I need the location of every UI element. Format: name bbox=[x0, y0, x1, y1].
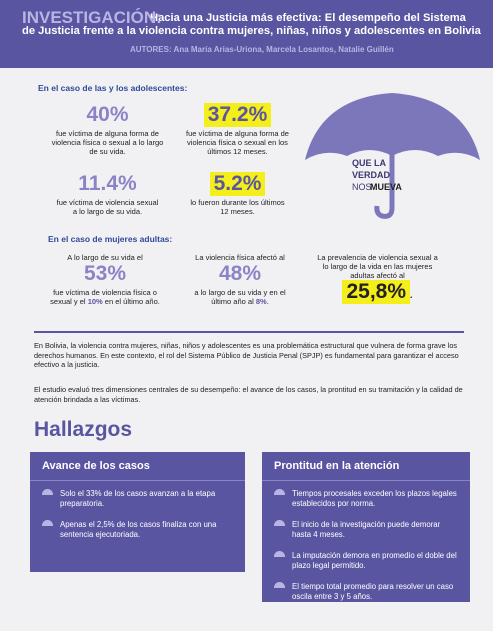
card-item: La imputación demora en promedio el dobl… bbox=[274, 551, 457, 570]
slogan: QUE LA bbox=[352, 158, 387, 168]
card-item: Solo el 33% de los casos avanzan a la et… bbox=[42, 489, 233, 508]
stat-text: La prevalencia de violencia sexual a lo … bbox=[317, 253, 438, 280]
stat-text: fue víctima de alguna forma de violencia… bbox=[51, 129, 164, 156]
stat-text: A lo largo de su vida el bbox=[67, 253, 143, 262]
card: Avance de los casos Solo el 33% de los c… bbox=[30, 452, 245, 572]
card-title: Prontitud en la atención bbox=[262, 452, 470, 481]
card-item: El inicio de la investigación puede demo… bbox=[274, 520, 458, 539]
card: Prontitud en la atención Tiempos procesa… bbox=[262, 452, 470, 602]
highlight: 10% bbox=[87, 297, 103, 306]
stat: 11.4% fue víctima de violencia sexual a l… bbox=[55, 172, 160, 216]
stat: La prevalencia de violencia sexual a lo … bbox=[315, 253, 440, 309]
stat: 37.2% fue víctima de alguna forma de viol… bbox=[180, 103, 295, 156]
authors: AUTORES: Ana María Arias-Uriona, Marcela… bbox=[130, 45, 394, 54]
section-heading: En el caso de las y los adolescentes: bbox=[38, 83, 188, 93]
title: Hacia una Justicia más efectiva: El dese… bbox=[22, 12, 481, 37]
stat-value: 25,8% bbox=[342, 280, 411, 304]
stat-text: . bbox=[410, 290, 413, 300]
card-title: Avance de los casos bbox=[30, 452, 245, 481]
slogan: MUEVA bbox=[370, 182, 402, 192]
card-item: Tiempos procesales exceden los plazos le… bbox=[274, 489, 457, 508]
stat-text: fue víctima de violencia sexual a lo lar… bbox=[56, 198, 159, 216]
header bbox=[0, 0, 493, 68]
stat-text: La violencia física afectó al bbox=[195, 253, 285, 262]
stat: La violencia física afectó al 48% a lo lar… bbox=[185, 253, 295, 306]
stat-value: 5.2% bbox=[190, 172, 285, 196]
paragraph: En Bolivia, la violencia contra mujeres,… bbox=[34, 341, 459, 369]
stat: A lo largo de su vida el 53% fue víctima d… bbox=[50, 253, 160, 306]
stat-value: 37.2% bbox=[180, 103, 295, 127]
highlight: 5.2% bbox=[209, 172, 266, 196]
divider bbox=[34, 331, 464, 333]
slogan: VERDAD bbox=[352, 170, 391, 180]
card-item: El tiempo total promedio para resolver u… bbox=[274, 582, 458, 601]
stat-text: . bbox=[266, 297, 269, 306]
stat-value: 11.4% bbox=[78, 172, 137, 195]
slogan: NOS bbox=[352, 182, 372, 192]
stat-text: a lo largo de su vida y en el último año… bbox=[194, 288, 286, 306]
section-heading: En el caso de mujeres adultas: bbox=[48, 234, 173, 244]
umbrella: QUE LA VERDAD NOS MUEVA bbox=[305, 93, 480, 219]
stat-text: en el último año. bbox=[104, 297, 160, 306]
card-item: Apenas el 2,5% de los casos finaliza con… bbox=[42, 520, 233, 539]
paragraph: El estudio evaluó tres dimensiones centr… bbox=[34, 385, 463, 404]
stat: 5.2% lo fueron durante los últimos 12 mes… bbox=[190, 172, 285, 216]
highlight: 8% bbox=[255, 297, 267, 306]
stat: 40% fue víctima de alguna forma de violen… bbox=[50, 103, 165, 156]
label: INVESTIGACIÓN: bbox=[22, 8, 162, 27]
findings-title: Hallazgos bbox=[34, 418, 133, 441]
highlight: 37.2% bbox=[203, 103, 272, 127]
stat-text: fue víctima de alguna forma de violencia… bbox=[186, 129, 289, 156]
stat-value: 53% bbox=[83, 262, 127, 285]
stat-text: lo fueron durante los últimos 12 meses. bbox=[190, 198, 285, 216]
stat-value: 48% bbox=[218, 262, 262, 285]
stat-value: 40% bbox=[86, 103, 129, 126]
stat-text: fue víctima de violencia física o sexual… bbox=[50, 288, 157, 306]
